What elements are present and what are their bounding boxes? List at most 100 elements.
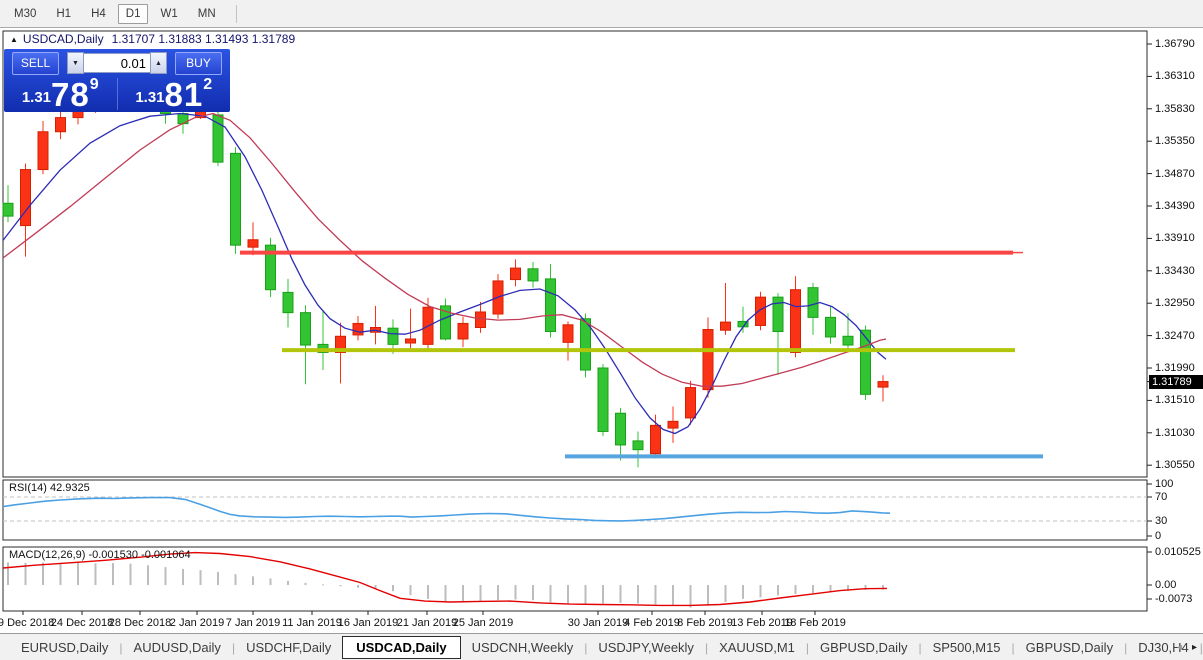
rsi-line — [2, 496, 891, 522]
tab-separator: | — [119, 640, 123, 655]
volume-increase-button[interactable]: ▲ — [150, 52, 167, 74]
candle-bull — [510, 267, 521, 281]
candle-bull — [667, 420, 679, 429]
price-axis-label: 1.36790 — [1155, 38, 1195, 50]
macd-histogram-bar — [602, 585, 604, 604]
sell-price[interactable]: 1.31 78 9 — [4, 76, 117, 112]
macd-histogram-bar — [514, 585, 517, 600]
macd-histogram-bar — [759, 585, 762, 598]
current-price-value: 1.31789 — [1152, 376, 1192, 388]
buy-price[interactable]: 1.31 81 2 — [118, 76, 231, 112]
tab-scroll-arrows: ◂ ▸ — [1177, 634, 1197, 660]
buy-button[interactable]: BUY — [175, 51, 222, 75]
candle-bull — [790, 289, 801, 353]
time-axis-label: 19 Dec 2018 — [0, 617, 55, 629]
candle-bull — [562, 324, 574, 343]
macd-histogram-bar — [409, 585, 412, 596]
timeframe-button-d1[interactable]: D1 — [117, 3, 149, 24]
tab-separator: | — [704, 640, 709, 655]
macd-histogram-bar — [147, 565, 149, 585]
macd-axis-label: 0.00 — [1155, 579, 1177, 591]
candle-bear — [2, 202, 14, 217]
main-panel-border — [2, 30, 1148, 478]
rsi-label: RSI(14) 42.9325 — [9, 482, 90, 494]
time-axis-label: 13 Feb 2019 — [731, 617, 793, 629]
tab-gbpusd-daily-2[interactable]: GBPUSD,Daily — [1025, 640, 1114, 655]
candle-bull — [247, 239, 259, 248]
tabs-scroll-left-button[interactable]: ◂ — [1176, 642, 1182, 653]
tab-usdcnh-weekly[interactable]: USDCNH,Weekly — [471, 640, 574, 655]
one-click-trading-panel: SELL ▼ ▲ BUY 1.31 78 9 1.31 81 2 — [4, 49, 230, 112]
collapse-arrow-icon[interactable]: ▲ — [10, 35, 18, 44]
candle-bear — [440, 305, 451, 340]
macd-histogram-bar — [269, 578, 272, 585]
macd-histogram-bar — [287, 580, 289, 585]
tab-xauusd-m1[interactable]: XAUUSD,M1 — [719, 640, 795, 655]
timeframe-button-m30[interactable]: M30 — [14, 7, 37, 20]
tab-usdjpy-weekly[interactable]: USDJPY,Weekly — [598, 640, 694, 655]
candle-bear — [632, 440, 644, 451]
macd-label: MACD(12,26,9) -0.001530 -0.001064 — [9, 549, 191, 561]
ma-fast-line — [2, 112, 887, 435]
tab-usdchf-daily[interactable]: USDCHF,Daily — [246, 640, 332, 655]
timeframe-button-w1[interactable]: W1 — [160, 7, 178, 20]
macd-histogram-bar — [129, 563, 132, 585]
time-axis-label: 28 Dec 2018 — [108, 617, 172, 629]
tab-eurusd-daily[interactable]: EURUSD,Daily — [21, 640, 109, 655]
macd-histogram-bar — [199, 570, 202, 585]
candle-bull — [755, 296, 766, 326]
macd-histogram-bar — [742, 585, 744, 599]
macd-histogram-bar — [77, 562, 79, 585]
timeframe-button-h4[interactable]: H4 — [91, 7, 106, 20]
time-axis-label: 25 Jan 2019 — [452, 617, 514, 629]
price-axis-label: 1.36310 — [1155, 70, 1195, 83]
timeframe-button-mn[interactable]: MN — [197, 7, 216, 20]
tab-gbpusd-daily[interactable]: GBPUSD,Daily — [820, 640, 908, 655]
tab-dj30-h4[interactable]: DJ30,H4 — [1138, 640, 1189, 655]
chart-ohlc-values: 1.31707 1.31883 1.31493 1.31789 — [111, 32, 296, 46]
candle-bull — [37, 131, 49, 171]
macd-histogram-bar — [532, 585, 534, 601]
tab-sp500-m15[interactable]: SP500,M15 — [932, 640, 1001, 655]
price-axis-label: 1.31990 — [1155, 362, 1195, 374]
trade-panel-controls: SELL ▼ ▲ BUY — [4, 51, 230, 75]
trade-panel-prices: 1.31 78 9 1.31 81 2 — [4, 76, 230, 112]
time-axis-label: 24 Dec 2018 — [50, 617, 114, 629]
macd-histogram-bar — [392, 585, 394, 592]
candle-bull — [20, 169, 31, 227]
candle-bull — [685, 387, 696, 419]
trade-panel-divider — [116, 78, 118, 110]
candle-bull — [55, 117, 66, 133]
sell-price-prefix: 1.31 — [21, 89, 52, 106]
macd-histogram-bar — [42, 562, 44, 585]
volume-decrease-button[interactable]: ▼ — [67, 52, 84, 74]
macd-histogram-bar — [7, 562, 9, 585]
tab-usdcad-daily[interactable]: USDCAD,Daily — [342, 636, 461, 659]
tabs-scroll-right-button[interactable]: ▸ — [1191, 642, 1197, 653]
price-axis-label: 1.35350 — [1155, 135, 1195, 148]
sell-button[interactable]: SELL — [12, 51, 59, 75]
timeframe-button-h1[interactable]: H1 — [56, 7, 72, 20]
tab-audusd-daily[interactable]: AUDUSD,Daily — [133, 640, 221, 655]
candle-bear — [615, 412, 626, 446]
time-axis-label: 2 Jan 2019 — [169, 617, 225, 629]
macd-histogram-bar — [374, 585, 377, 590]
time-axis-label: 11 Jan 2019 — [282, 617, 342, 629]
volume-input[interactable] — [84, 53, 150, 73]
macd-histogram-bar — [777, 585, 779, 596]
time-axis-label: 16 Jan 2019 — [337, 617, 399, 629]
sell-price-big: 78 — [51, 76, 90, 113]
rsi-axis-label: 100 — [1155, 478, 1174, 490]
macd-histogram-bar — [724, 585, 727, 602]
candle-bull — [877, 381, 889, 388]
candle-bull — [702, 329, 714, 391]
candle-bull — [335, 335, 346, 353]
current-price-label: 1.31789 — [1149, 375, 1203, 389]
tab-separator: | — [1199, 640, 1203, 655]
price-axis-label: 1.31510 — [1155, 394, 1195, 407]
rsi-panel-border — [2, 479, 1148, 541]
candle-bear — [772, 296, 784, 333]
price-axis-label: 1.34390 — [1155, 200, 1195, 212]
